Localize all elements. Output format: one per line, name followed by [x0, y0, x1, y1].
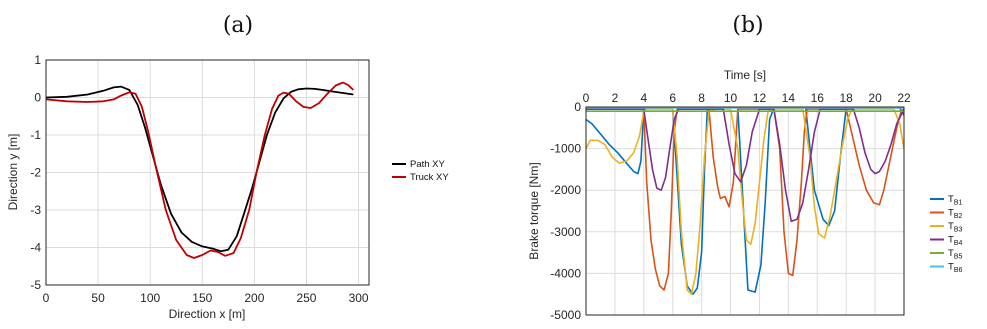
x-tick-label: 200 — [244, 291, 264, 305]
x-tick-label: 10 — [724, 91, 738, 105]
x-tick-label: 8 — [698, 91, 705, 105]
x-tick-label: 150 — [192, 291, 212, 305]
x-tick-label: 18 — [840, 91, 854, 105]
legend-label-path-xy: Path XY — [410, 159, 446, 170]
legend-label-tb2: TB2 — [948, 208, 962, 221]
x-tick-label: 6 — [669, 91, 676, 105]
x-tick-label: 2 — [612, 91, 619, 105]
x-tick-label: 50 — [91, 291, 105, 305]
y-tick-label: 1 — [34, 53, 41, 67]
panel-a-plot-area — [45, 59, 370, 286]
x-tick-label: 100 — [140, 291, 160, 305]
panel-b-series — [585, 107, 905, 296]
x-tick-label: 14 — [782, 91, 796, 105]
panel-b-ylabel: Brake torque [Nm] — [527, 162, 541, 259]
series-line-tb3 — [585, 108, 905, 296]
y-tick-label: -3 — [30, 203, 41, 217]
y-tick-label: 0 — [574, 100, 581, 114]
y-tick-label: -3000 — [550, 225, 581, 239]
y-tick-label: -5000 — [550, 308, 581, 322]
panel-b-xlabel: Time [s] — [724, 68, 766, 82]
x-tick-label: 4 — [640, 91, 647, 105]
legend-label-tb5: TB5 — [948, 248, 962, 261]
panel-a-legend: Path XY Truck XY — [392, 159, 449, 183]
y-tick-label: -2000 — [550, 183, 581, 197]
y-tick-label: 0 — [34, 91, 41, 105]
series-line-tb1 — [585, 107, 905, 296]
x-tick-label: 0 — [43, 291, 50, 305]
y-tick-label: -1000 — [550, 142, 581, 156]
panel-a-label: (a) — [223, 13, 253, 38]
x-tick-label: 250 — [296, 291, 316, 305]
y-tick-label: -1 — [30, 128, 41, 142]
panel-a-ylabel: Direction y [m] — [6, 134, 20, 211]
y-tick-label: -2 — [30, 166, 41, 180]
y-tick-label: -5 — [30, 278, 41, 292]
x-tick-label: 22 — [897, 91, 911, 105]
series-line-tb2 — [586, 108, 905, 291]
x-tick-label: 300 — [349, 291, 369, 305]
x-tick-label: 20 — [868, 91, 882, 105]
legend-label-tb4: TB4 — [948, 235, 962, 248]
panel-a-ticks: 0 50 100 150 200 250 300 1 0 -1 -2 -3 -4 -5 — [30, 53, 369, 305]
series-line-tb4 — [586, 108, 905, 223]
panel-b-label: (b) — [732, 13, 763, 38]
legend-label-truck-xy: Truck XY — [410, 172, 449, 183]
series-line-path-xy — [45, 85, 354, 253]
panel-a-series — [45, 81, 355, 259]
x-tick-label: 12 — [753, 91, 767, 105]
legend-label-tb3: TB3 — [948, 221, 962, 234]
y-tick-label: -4000 — [550, 266, 581, 280]
panel-b-plot-area — [585, 106, 905, 316]
panel-a-xlabel: Direction x [m] — [169, 307, 246, 321]
x-tick-label: 16 — [811, 91, 825, 105]
panel-b-ticks: 0 2 4 6 8 10 12 14 16 18 20 22 0 -1000 -2000 -3000 -4000… — [550, 91, 911, 322]
legend-label-tb1: TB1 — [948, 194, 962, 207]
x-tick-label: 0 — [583, 91, 590, 105]
series-line-truck-xy — [45, 81, 355, 259]
y-tick-label: -4 — [30, 241, 41, 255]
panel-b-grid — [585, 106, 905, 316]
legend-label-tb6: TB6 — [948, 262, 962, 275]
